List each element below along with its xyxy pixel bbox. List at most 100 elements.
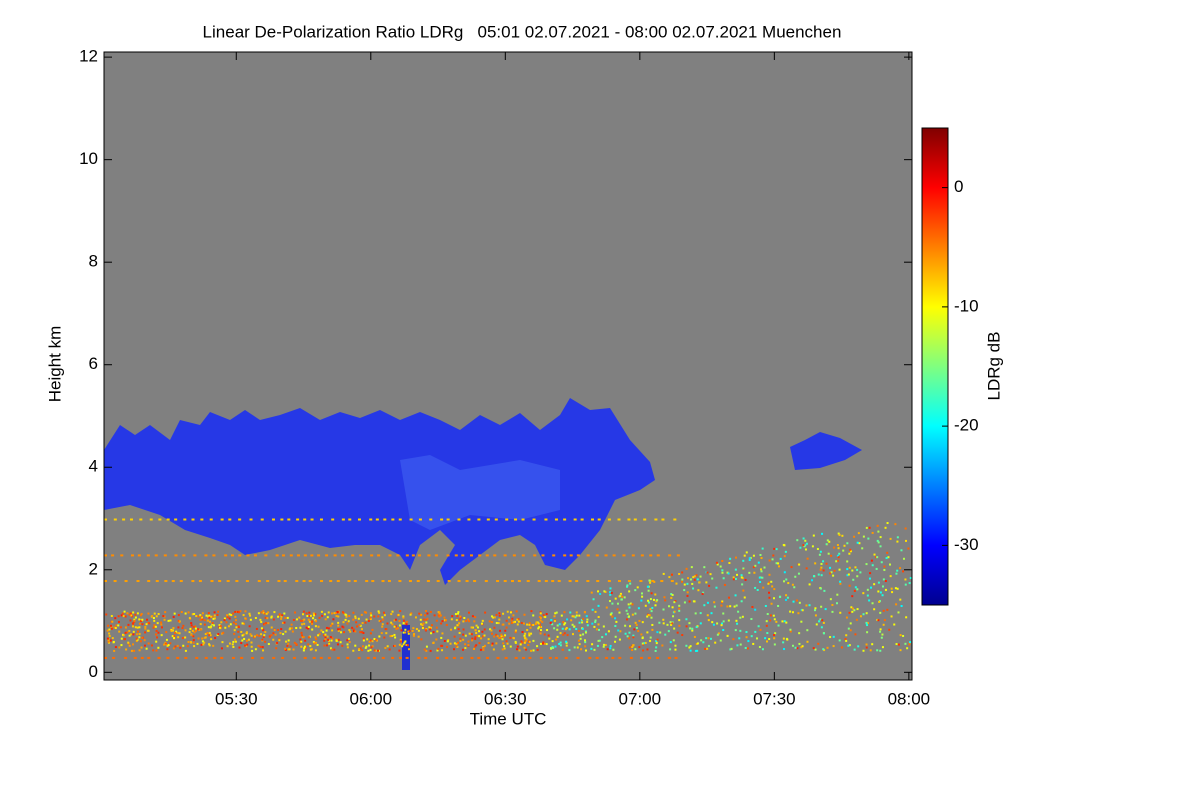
echo-speck: [458, 618, 461, 621]
echo-speck: [686, 591, 689, 594]
echo-speck: [460, 656, 464, 659]
echo-speck: [493, 635, 496, 638]
echo-speck: [906, 647, 909, 650]
echo-speck: [674, 600, 677, 603]
echo-speck: [791, 644, 794, 647]
echo-speck: [336, 656, 340, 659]
echo-speck: [604, 644, 607, 647]
echo-speck: [806, 640, 809, 643]
echo-speck: [440, 636, 443, 639]
echo-speck: [348, 641, 351, 644]
echo-speck: [525, 648, 528, 651]
echo-speck: [676, 631, 679, 634]
echo-speck: [871, 564, 874, 567]
echo-speck: [186, 645, 189, 648]
echo-speck: [209, 634, 212, 637]
echo-speck: [377, 615, 380, 618]
echo-speck: [744, 646, 747, 649]
echo-speck: [383, 636, 386, 639]
echo-speck: [146, 618, 149, 621]
echo-speck: [235, 626, 238, 629]
echo-speck: [282, 633, 285, 636]
echo-speck: [138, 626, 141, 629]
echo-speck: [558, 623, 561, 626]
echo-speck: [709, 637, 712, 640]
echo-speck: [647, 589, 650, 592]
echo-speck: [182, 624, 185, 627]
echo-speck: [261, 638, 264, 641]
echo-speck: [396, 627, 399, 630]
echo-speck: [740, 576, 743, 579]
echo-speck: [693, 575, 696, 578]
echo-speck: [169, 619, 172, 622]
echo-speck: [223, 617, 226, 620]
echo-speck: [474, 645, 477, 648]
echo-speck: [819, 618, 822, 621]
echo-speck: [482, 648, 485, 651]
echo-speck: [909, 641, 912, 644]
echo-speck: [839, 580, 842, 583]
echo-speck: [140, 656, 144, 659]
echo-speck: [593, 625, 596, 628]
echo-speck: [698, 581, 701, 584]
echo-speck: [551, 645, 554, 648]
echo-speck: [899, 598, 902, 601]
echo-speck: [720, 604, 723, 607]
echo-speck: [303, 518, 307, 521]
echo-speck: [695, 643, 698, 646]
echo-speck: [744, 578, 747, 581]
echo-speck: [475, 624, 478, 627]
echo-speck: [298, 616, 301, 619]
echo-speck: [649, 639, 652, 642]
echo-speck: [322, 634, 325, 637]
echo-speck: [503, 645, 506, 648]
echo-speck: [495, 642, 498, 645]
echo-speck: [485, 656, 489, 659]
echo-speck: [220, 518, 224, 521]
echo-speck: [361, 649, 364, 652]
echo-speck: [246, 554, 250, 557]
echo-speck: [800, 620, 803, 623]
echo-speck: [789, 610, 792, 613]
echo-speck: [210, 580, 214, 583]
echo-speck: [373, 656, 377, 659]
echo-speck: [752, 554, 755, 557]
echo-speck: [238, 554, 242, 557]
echo-speck: [571, 633, 574, 636]
chart-title: Linear De-Polarization Ratio LDRg 05:01 …: [203, 22, 842, 41]
echo-speck: [118, 630, 121, 633]
echo-speck: [262, 629, 265, 632]
echo-speck: [216, 613, 219, 616]
echo-speck: [393, 619, 396, 622]
echo-speck: [655, 640, 658, 643]
echo-speck: [650, 592, 653, 595]
echo-speck: [551, 623, 554, 626]
echo-speck: [277, 580, 281, 583]
echo-speck: [783, 571, 786, 574]
echo-speck: [845, 634, 848, 637]
echo-speck: [541, 620, 544, 623]
echo-speck: [329, 647, 332, 650]
echo-speck: [351, 626, 354, 629]
echo-speck: [804, 548, 807, 551]
echo-speck: [202, 643, 205, 646]
echo-speck: [522, 656, 526, 659]
echo-speck: [532, 614, 535, 617]
echo-speck: [604, 656, 608, 659]
echo-speck: [454, 627, 457, 630]
echo-speck: [848, 566, 851, 569]
echo-speck: [543, 633, 546, 636]
echo-speck: [331, 648, 334, 651]
echo-speck: [820, 626, 823, 629]
echo-speck: [535, 621, 538, 624]
echo-speck: [170, 628, 173, 631]
echo-speck: [890, 587, 893, 590]
echo-speck: [273, 629, 276, 632]
echo-speck: [785, 594, 788, 597]
echo-speck: [436, 649, 439, 652]
echo-speck: [309, 614, 312, 617]
echo-speck: [134, 616, 137, 619]
echo-speck: [656, 631, 659, 634]
echo-speck: [886, 608, 889, 611]
echo-speck: [160, 621, 163, 624]
